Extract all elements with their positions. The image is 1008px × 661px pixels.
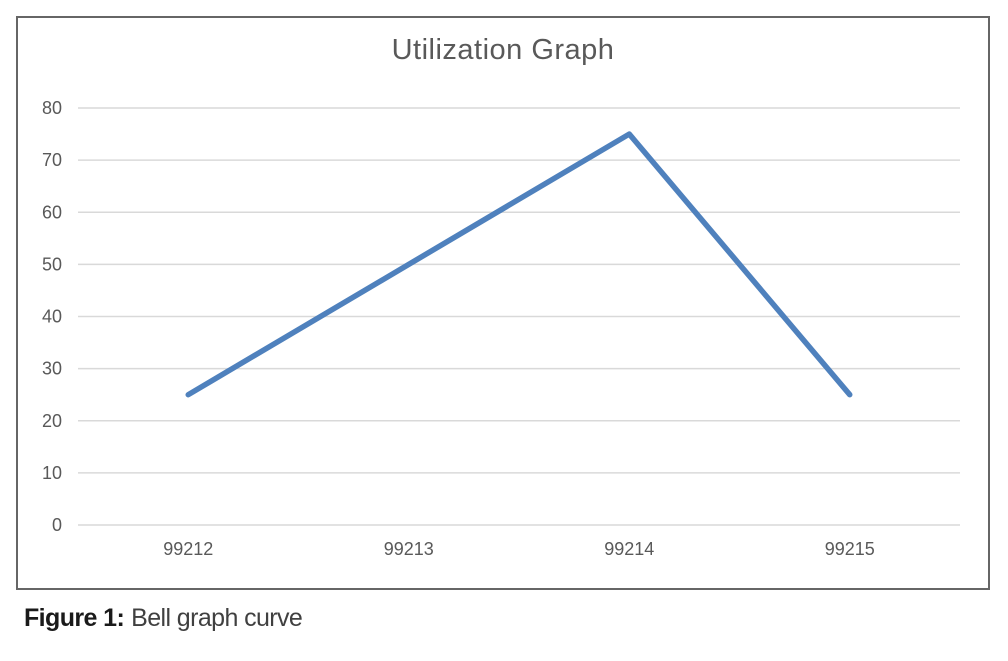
y-tick-label: 60	[42, 202, 62, 222]
y-tick-label: 80	[42, 98, 62, 118]
chart-title: Utilization Graph	[391, 34, 615, 66]
figure-caption-text: Bell graph curve	[131, 604, 303, 632]
y-tick-label: 50	[42, 254, 62, 274]
y-tick-label: 10	[42, 463, 62, 483]
chart-frame: 80 70 60 50 40 30 20 10 0 99212 99213 99214 99215 Ut…	[16, 16, 990, 590]
data-series-line	[185, 131, 853, 398]
x-category-label: 99212	[163, 539, 213, 559]
y-tick-label: 70	[42, 150, 62, 170]
x-category-label: 99215	[825, 539, 875, 559]
y-tick-label: 20	[42, 411, 62, 431]
y-tick-label: 40	[42, 307, 62, 327]
figure-caption: Figure 1: Bell graph curve	[24, 604, 303, 633]
x-category-label: 99213	[384, 539, 434, 559]
utilization-line-chart: 80 70 60 50 40 30 20 10 0 99212 99213 99214 99215	[42, 98, 960, 559]
x-category-label: 99214	[604, 539, 654, 559]
figure-caption-label: Figure 1:	[24, 604, 125, 632]
y-tick-label: 0	[52, 515, 62, 535]
y-tick-label: 30	[42, 359, 62, 379]
